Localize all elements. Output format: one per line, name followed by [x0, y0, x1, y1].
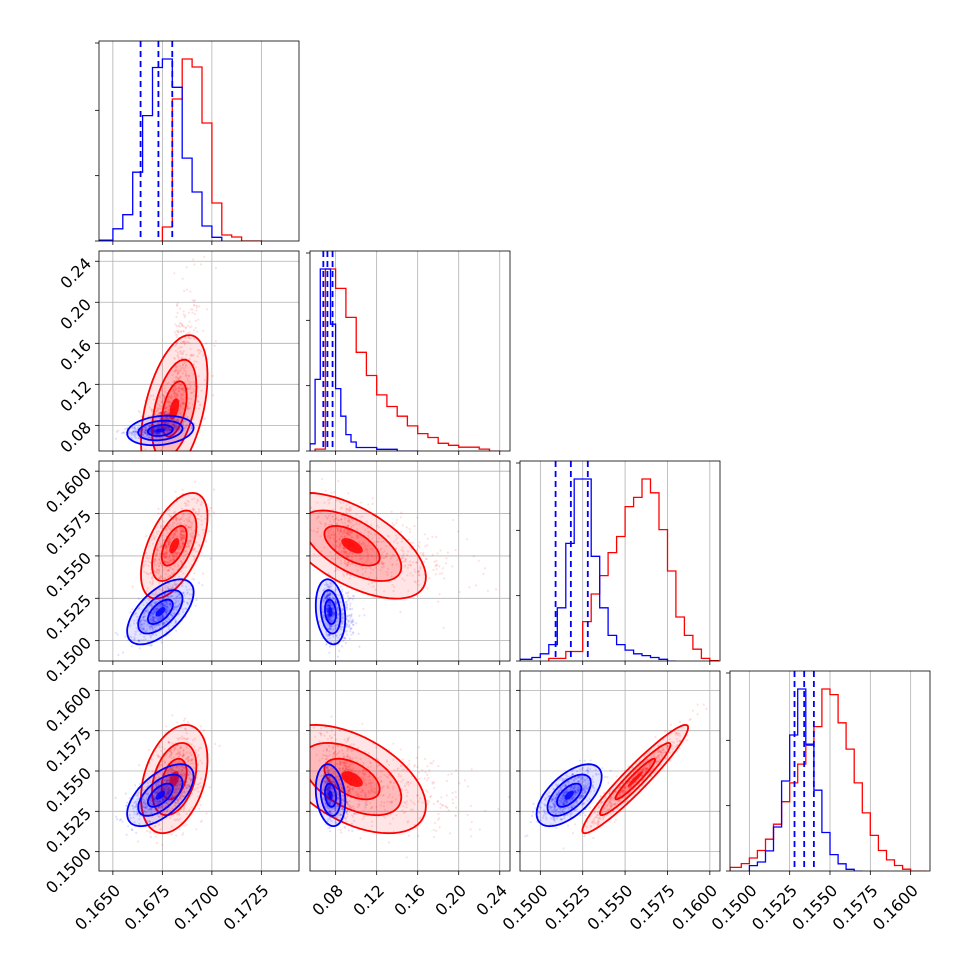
contour-level-1	[310, 492, 427, 600]
density-peak	[341, 771, 363, 787]
histogram-series-1	[730, 688, 928, 871]
scatter-points-series-1	[131, 480, 216, 617]
density-peak	[155, 790, 166, 800]
contours-series-2	[535, 763, 603, 828]
histogram-panel-p1	[95, 40, 300, 245]
x-tick-label: 0.1500	[499, 881, 552, 934]
y-tick-label: 0.16	[56, 336, 95, 375]
contours-series-2	[314, 763, 347, 827]
x-tick-label: 0.1575	[626, 881, 679, 934]
scatter-panel-p2-p4: 0.08 0.12 0.16 0.20 0.24	[306, 670, 511, 920]
histogram-series-2	[310, 268, 439, 451]
contours-series-2	[126, 578, 195, 646]
y-tick-label: 0.20	[56, 295, 95, 334]
density-peak	[328, 607, 333, 617]
contours-series-1	[140, 491, 209, 600]
density-peak	[155, 428, 166, 433]
histogram-panel-p3	[516, 460, 721, 665]
axes-frame	[309, 460, 511, 662]
y-tick-label: 0.12	[56, 377, 95, 416]
density-peak	[155, 607, 166, 617]
histogram-series-2	[99, 58, 223, 241]
contours-series-1	[310, 723, 427, 835]
density-peak	[341, 538, 363, 554]
axes-frame	[309, 250, 511, 452]
axes-frame	[98, 460, 300, 662]
histogram-panel-p2	[306, 250, 511, 455]
axes-frame	[98, 40, 300, 242]
scatter-panel-p1-p4: 0.15000.15250.15500.15750.16000.16500.16…	[42, 670, 300, 934]
contours-series-2	[126, 414, 195, 447]
x-tick-label: 0.1700	[170, 881, 223, 934]
x-tick-label: 0.1650	[71, 881, 124, 934]
contours-series-1	[581, 723, 690, 835]
contours-series-2	[126, 763, 195, 828]
histogram-series-1	[122, 58, 272, 241]
contours-series-2	[314, 578, 347, 646]
x-tick-label: 0.12	[349, 881, 388, 920]
y-tick-label: 0.1525	[42, 591, 95, 644]
density-peak	[328, 790, 333, 800]
contours-series-1	[310, 492, 427, 600]
x-tick-label: 0.1550	[583, 881, 636, 934]
histogram-series-1	[314, 268, 506, 451]
x-tick-label: 0.1725	[220, 881, 273, 934]
y-tick-label: 0.1550	[42, 548, 95, 601]
axes-frame	[519, 460, 721, 662]
histogram-series-1	[548, 478, 719, 661]
x-tick-label: 0.1600	[869, 881, 922, 934]
x-tick-label: 0.08	[308, 881, 347, 920]
density-peak	[169, 538, 180, 554]
y-tick-label: 0.24	[56, 254, 95, 293]
density-peak	[564, 790, 574, 800]
y-tick-label: 0.1575	[42, 506, 95, 559]
y-tick-label: 0.1500	[42, 633, 95, 686]
histogram-series-2	[520, 478, 677, 661]
scatter-panel-p1-p2: 0.080.120.160.200.24	[56, 250, 300, 457]
x-tick-label: 0.1675	[121, 881, 174, 934]
y-tick-label: 0.1600	[42, 683, 95, 736]
x-tick-label: 0.20	[431, 881, 470, 920]
y-tick-label: 0.1600	[42, 464, 95, 517]
histogram-series-2	[748, 688, 863, 871]
axes-frame	[98, 250, 300, 452]
scatter-panel-p2-p3	[306, 460, 511, 665]
density-peak	[627, 771, 643, 787]
x-tick-label: 0.16	[390, 881, 429, 920]
x-tick-label: 0.1525	[541, 881, 594, 934]
y-tick-label: 0.08	[56, 418, 95, 457]
density-peak	[169, 398, 180, 420]
